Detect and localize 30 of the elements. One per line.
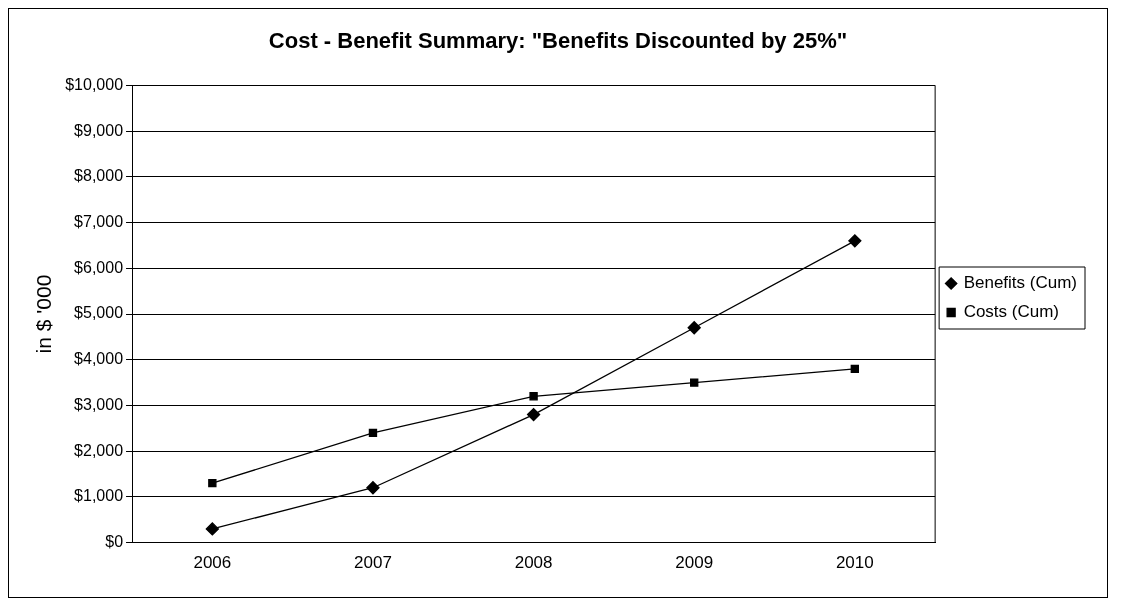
point — [526, 407, 541, 422]
y-tick-label: $4,000 — [74, 350, 124, 368]
y-tick-label: $5,000 — [74, 304, 124, 322]
x-tick-label: 2006 — [193, 553, 232, 573]
point — [368, 428, 378, 438]
y-tick-label: $6,000 — [74, 258, 124, 276]
x-tick-label: 2010 — [835, 553, 874, 573]
y-tick-label: $2,000 — [74, 441, 124, 459]
x-tick-label: 2007 — [354, 553, 392, 573]
point — [850, 364, 860, 374]
x-tick-label: 2008 — [514, 553, 553, 573]
y-axis-title: in $ '000 — [32, 274, 56, 354]
point — [366, 481, 380, 495]
point — [205, 522, 219, 536]
y-tick-label: $10,000 — [65, 75, 124, 93]
y-tick-label: $8,000 — [74, 167, 124, 185]
point — [529, 392, 538, 401]
point — [690, 378, 699, 387]
y-tick-label: $3,000 — [74, 395, 124, 413]
point — [848, 234, 862, 248]
y-tick-label: $1,000 — [74, 487, 124, 505]
point — [208, 478, 217, 488]
legend-label: Benefits (Cum) — [963, 273, 1078, 293]
legend-label: Costs (Cum) — [963, 302, 1060, 322]
y-tick-label: $0 — [105, 533, 124, 551]
y-tick-label: $9,000 — [74, 121, 124, 139]
point — [687, 321, 701, 335]
y-tick-label: $7,000 — [74, 212, 124, 230]
chart-title: Cost - Benefit Summary: "Benefits Discounted by 25%" — [268, 28, 848, 54]
x-tick-label: 2009 — [675, 553, 714, 573]
